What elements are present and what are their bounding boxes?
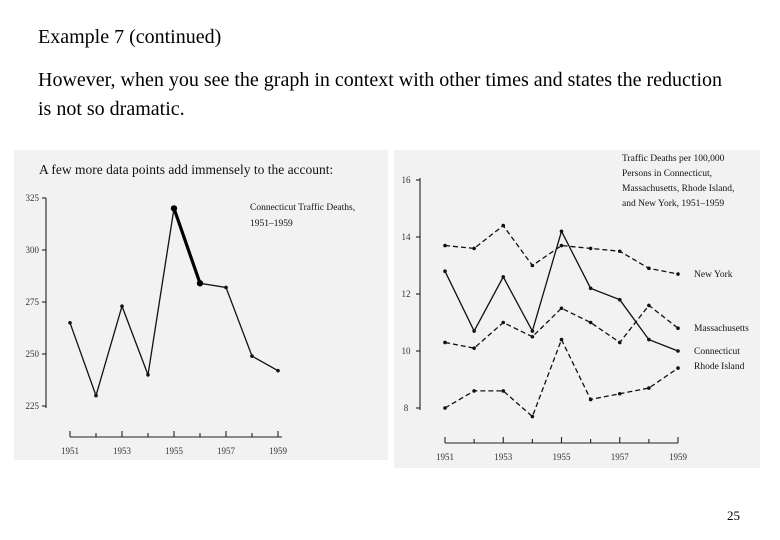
chart1-title: A few more data points add immensely to … xyxy=(39,162,333,177)
chart1-point-series xyxy=(120,304,124,308)
chart1-x-tick-label: 1951 xyxy=(61,446,79,456)
chart2-series-labels: New York Massachusetts Connecticut Rhode Is… xyxy=(694,270,749,372)
chart2-point-rhode-island xyxy=(617,391,622,396)
chart2-label-connecticut: Connecticut xyxy=(694,347,740,357)
chart2-point-connecticut xyxy=(617,297,622,302)
chart1-point-series xyxy=(276,368,280,373)
chart1-point-series xyxy=(224,285,228,290)
traffic-deaths-four-states-chart: Traffic Deaths per 100,000 Persons in Co… xyxy=(394,150,760,468)
chart1-x-ticks: 1951 1953 1955 1957 1959 xyxy=(61,431,288,456)
chart2-point-new-york xyxy=(559,243,564,248)
chart1-y-tick-label: 300 xyxy=(26,245,40,255)
chart2-point-new-york xyxy=(472,246,476,251)
chart2-series xyxy=(443,223,680,419)
slide-heading: Example 7 (continued) xyxy=(38,26,222,48)
chart2-line-new-york xyxy=(444,224,679,275)
chart2-line-rhode-island xyxy=(444,337,679,418)
ct-traffic-deaths-chart: A few more data points add immensely to … xyxy=(14,150,388,460)
chart2-point-new-york xyxy=(617,249,622,254)
chart1-y-tick-label: 275 xyxy=(26,297,40,307)
chart2-point-rhode-island xyxy=(676,366,680,370)
chart2-point-rhode-island xyxy=(559,337,564,342)
chart1-point-series xyxy=(68,321,72,325)
chart2-line-massachusetts xyxy=(444,304,679,349)
chart2-point-connecticut xyxy=(443,269,447,274)
chart2-x-ticks: 1951 1953 1955 1957 1959 xyxy=(436,437,688,462)
chart2-y-tick-label: 10 xyxy=(402,346,412,356)
chart2-point-massachusetts xyxy=(588,320,593,325)
chart2-background xyxy=(394,150,760,468)
chart2-title-line-2: Persons in Connecticut, xyxy=(622,169,712,179)
chart2-point-rhode-island xyxy=(647,386,651,390)
chart2-title-line-1: Traffic Deaths per 100,000 xyxy=(622,153,725,164)
chart2-x-tick-label: 1959 xyxy=(669,452,688,462)
slide-body-text: However, when you see the graph in conte… xyxy=(38,69,723,120)
chart1-y-tick-label: 225 xyxy=(26,401,40,411)
chart2-point-new-york xyxy=(501,223,506,228)
chart2-point-new-york xyxy=(588,246,593,251)
chart2-point-new-york xyxy=(443,243,447,248)
chart2-point-connecticut xyxy=(676,349,680,353)
chart2-point-rhode-island xyxy=(588,397,593,402)
chart2-point-connecticut xyxy=(501,275,506,279)
chart2-point-massachusetts xyxy=(647,303,651,308)
chart2-point-connecticut xyxy=(472,329,476,333)
chart1-series xyxy=(68,205,280,398)
chart2-y-tick-label: 8 xyxy=(404,403,409,413)
chart2-x-tick-label: 1955 xyxy=(553,452,572,462)
chart2-label-rhode-island: Rhode Island xyxy=(694,362,745,372)
chart2-x-tick-label: 1957 xyxy=(611,452,630,462)
chart2-point-massachusetts xyxy=(443,340,447,345)
chart2-label-new-york: New York xyxy=(694,270,733,280)
chart1-point-series xyxy=(94,393,98,398)
chart2-label-massachusetts: Massachusetts xyxy=(694,324,749,334)
chart2-point-rhode-island xyxy=(530,414,535,419)
chart2-point-connecticut xyxy=(588,286,593,291)
chart1-highlight-point xyxy=(170,205,178,212)
chart2-point-connecticut xyxy=(559,229,564,234)
chart2-point-new-york xyxy=(676,272,680,276)
chart2-point-massachusetts xyxy=(559,306,564,311)
chart2-point-rhode-island xyxy=(472,389,476,393)
chart1-annotation-line-1: Connecticut Traffic Deaths, xyxy=(250,202,355,213)
chart2-point-massachusetts xyxy=(472,346,476,350)
chart2-x-tick-label: 1951 xyxy=(436,452,454,462)
chart1-x-tick-label: 1959 xyxy=(269,446,288,456)
chart2-point-massachusetts xyxy=(501,320,506,325)
slide-number: 25 xyxy=(727,508,740,523)
chart1-y-tick-label: 325 xyxy=(26,193,40,203)
chart2-point-massachusetts xyxy=(617,340,622,345)
chart2-point-connecticut xyxy=(647,337,651,342)
chart1-y-tick-label: 250 xyxy=(26,349,40,359)
chart1-x-tick-label: 1953 xyxy=(113,446,132,456)
chart2-title-line-4: and New York, 1951–1959 xyxy=(622,199,724,209)
chart1-point-series xyxy=(250,354,254,358)
chart2-y-tick-label: 14 xyxy=(402,232,412,242)
chart1-annotation-line-2: 1951–1959 xyxy=(250,219,293,229)
chart2-x-tick-label: 1953 xyxy=(494,452,513,462)
chart2-point-rhode-island xyxy=(443,406,447,410)
chart2-title-line-3: Massachusetts, Rhode Island, xyxy=(622,184,734,194)
chart2-y-ticks: 8 10 12 14 16 xyxy=(402,175,420,413)
chart1-x-tick-label: 1957 xyxy=(217,446,236,456)
chart2-y-tick-label: 16 xyxy=(402,175,412,185)
chart2-point-new-york xyxy=(530,263,535,268)
chart1-x-tick-label: 1955 xyxy=(165,446,184,456)
chart2-point-massachusetts xyxy=(676,326,680,331)
chart2-point-massachusetts xyxy=(530,334,535,339)
chart1-highlight-point xyxy=(196,280,204,287)
chart1-point-series xyxy=(146,373,150,377)
chart2-point-connecticut xyxy=(530,329,535,333)
chart2-point-rhode-island xyxy=(501,389,506,393)
chart2-y-tick-label: 12 xyxy=(402,289,411,299)
chart1-highlight-segment xyxy=(172,207,202,284)
chart2-point-new-york xyxy=(647,266,651,271)
chart1-y-ticks: 225 250 275 300 325 xyxy=(26,193,46,411)
chart1-background xyxy=(14,150,388,460)
